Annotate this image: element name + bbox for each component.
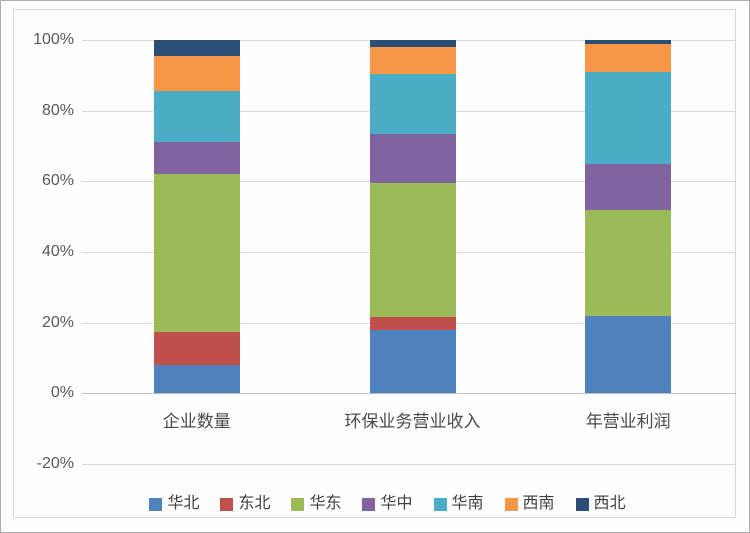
bar-segment-华中 (369, 133, 456, 184)
y-axis-tick-label: 60% (41, 172, 74, 190)
bar-segment-华北 (585, 315, 672, 394)
legend-item-华东: 华东 (291, 496, 341, 512)
chart-legend: 华北 东北 华东 华中 华南 西南 西北 (26, 496, 749, 512)
stacked-bar (585, 40, 672, 394)
bar-segment-西南 (369, 47, 456, 74)
stacked-bar (153, 40, 240, 394)
legend-label: 西北 (593, 495, 626, 512)
category-label: 企业数量 (162, 412, 231, 432)
bar-segment-西北 (369, 39, 456, 48)
bar-segment-华东 (585, 209, 672, 316)
legend-item-西南: 西南 (504, 495, 555, 512)
bar-segment-华南 (585, 71, 672, 164)
bar-segment-华南 (369, 73, 456, 134)
legend-item-华南: 华南 (433, 495, 484, 512)
bar-segment-华中 (585, 163, 672, 210)
category-label: 环保业务营业收入 (344, 412, 481, 432)
bar-segment-西南 (153, 55, 240, 92)
legend-swatch-icon (291, 497, 305, 511)
bar-segment-西南 (585, 43, 672, 72)
legend-item-东北: 东北 (220, 496, 270, 512)
legend-item-西北: 西北 (575, 495, 626, 512)
legend-label: 华北 (167, 495, 200, 512)
legend-swatch-icon (433, 497, 447, 511)
plot-area: 100% 80% 60% 40% 20% 0% -20% 企业数量 环保业务营业收入 年营业利润 (33, 32, 736, 472)
bar-segment-华中 (153, 142, 240, 175)
legend-swatch-icon (149, 497, 163, 511)
legend-swatch-icon (220, 497, 234, 511)
y-axis-tick-label: 20% (41, 313, 74, 331)
legend-swatch-icon (504, 497, 518, 511)
legend-item-华中: 华中 (362, 495, 413, 512)
bar-segment-东北 (153, 331, 240, 366)
bar-segment-东北 (369, 317, 456, 330)
legend-item-华北: 华北 (149, 496, 199, 512)
category-label: 年营业利润 (585, 412, 671, 432)
gridline (82, 464, 736, 465)
y-axis-tick-label: 0% (50, 384, 74, 402)
legend-label: 华南 (451, 495, 484, 512)
y-axis-tick-label: 100% (33, 31, 74, 48)
stacked-bar (369, 39, 456, 394)
bar-segment-华南 (153, 91, 240, 143)
bar-segment-华北 (369, 329, 456, 394)
y-axis-tick-label: -20% (36, 455, 74, 472)
y-axis-tick-label: 40% (41, 243, 74, 260)
legend-label: 西南 (522, 495, 555, 512)
legend-label: 华东 (309, 495, 342, 512)
bar-segment-华东 (153, 174, 240, 332)
bar-segment-华北 (153, 365, 240, 394)
bar-segment-华东 (369, 183, 456, 318)
y-axis-tick-label: 80% (41, 101, 74, 119)
bar-segment-西北 (585, 40, 672, 44)
bar-segment-西北 (153, 40, 240, 56)
legend-label: 东北 (238, 495, 271, 512)
legend-swatch-icon (362, 497, 376, 511)
x-axis-line (82, 393, 736, 395)
legend-swatch-icon (575, 497, 589, 511)
chart-frame: 100% 80% 60% 40% 20% 0% -20% 企业数量 环保业务营业收入 年营业利润 … (13, 9, 736, 518)
legend-label: 华中 (380, 495, 413, 512)
